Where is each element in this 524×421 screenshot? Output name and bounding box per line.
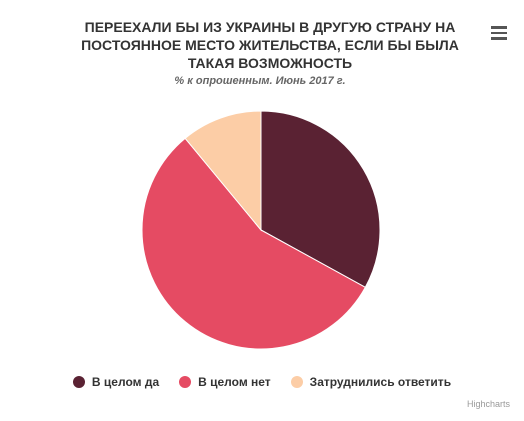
legend-symbol-icon (179, 376, 192, 388)
legend-symbol-icon (72, 376, 85, 388)
chart-title: ПЕРЕЕХАЛИ БЫ ИЗ УКРАИНЫ В ДРУГУЮ СТРАНУ … (81, 19, 459, 71)
legend: В целом да В целом нет Затруднились ответи… (0, 375, 524, 389)
legend-item-1[interactable]: В целом нет (179, 375, 271, 389)
pie-slice-1[interactable] (141, 137, 366, 350)
legend-item-0[interactable]: В целом да (72, 375, 160, 389)
legend-label: В целом да (91, 375, 160, 389)
pie-slice-0[interactable] (260, 110, 381, 289)
hamburger-menu-icon[interactable] (488, 23, 510, 43)
legend-label: Затруднились ответить (309, 375, 452, 389)
legend-label: В целом нет (198, 375, 271, 389)
menu-bar (491, 26, 507, 29)
legend-item-2[interactable]: Затруднились ответить (290, 375, 452, 389)
legend-symbol-icon (290, 376, 303, 388)
credits-link[interactable]: Highcharts (466, 399, 510, 409)
chart-subtitle: % к опрошенным. Июнь 2017 г. (174, 75, 346, 87)
pie-slice-2[interactable] (184, 110, 262, 232)
menu-bar (491, 37, 507, 40)
menu-bar (491, 31, 507, 34)
